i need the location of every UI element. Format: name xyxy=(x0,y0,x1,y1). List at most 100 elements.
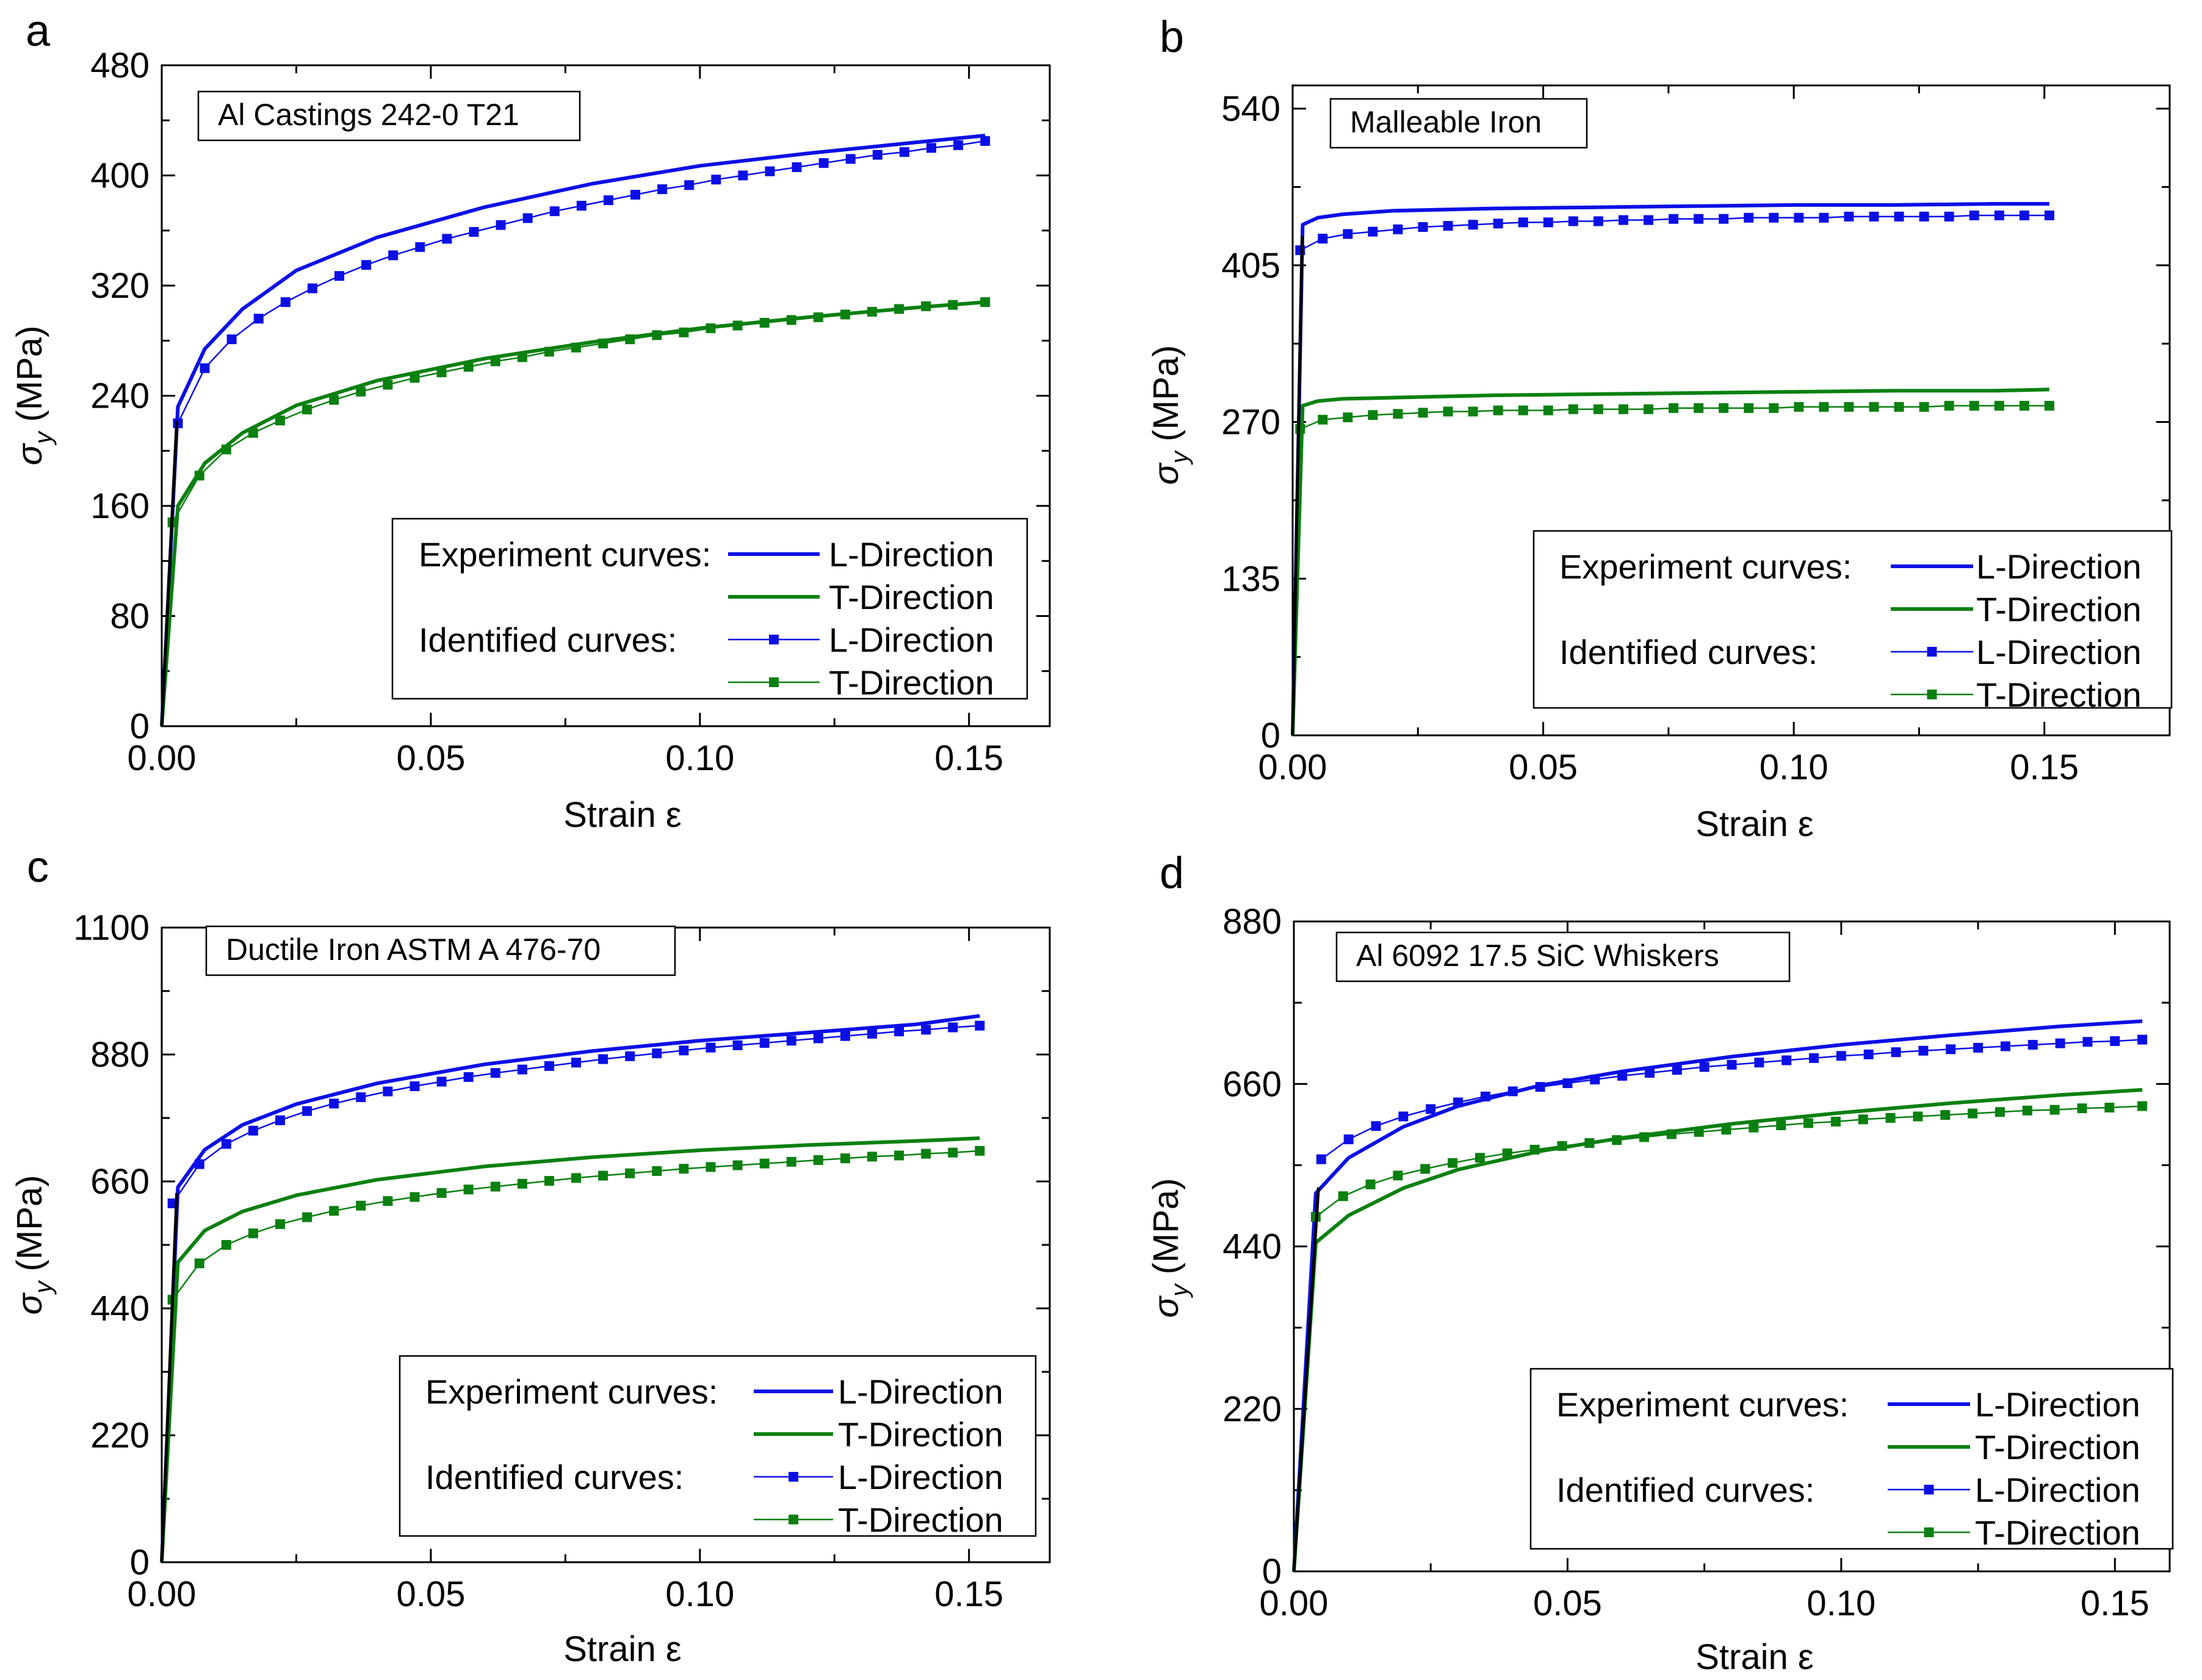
data-marker xyxy=(1644,1068,1655,1078)
data-marker xyxy=(598,1170,608,1181)
data-marker xyxy=(706,323,716,333)
data-marker xyxy=(845,154,856,164)
data-marker xyxy=(1644,404,1654,414)
data-marker xyxy=(652,1166,662,1176)
data-marker xyxy=(1836,1051,1846,1061)
y-tick-label: 660 xyxy=(90,1162,150,1202)
data-marker xyxy=(1507,1086,1518,1097)
data-marker xyxy=(1418,222,1428,233)
series-experiment-l_direction xyxy=(1292,1019,2143,1572)
data-marker xyxy=(1776,1120,1786,1131)
data-marker xyxy=(899,147,909,157)
data-marker xyxy=(2077,1103,2087,1114)
data-marker xyxy=(1819,402,1829,412)
data-marker xyxy=(517,352,527,362)
data-marker xyxy=(1568,404,1578,414)
data-marker xyxy=(1869,211,1879,222)
y-axis-subscript: y xyxy=(30,1280,57,1296)
data-marker xyxy=(625,334,635,344)
data-marker xyxy=(1968,1108,1978,1119)
data-marker xyxy=(1694,1127,1704,1137)
x-axis-title: Strain ε xyxy=(1695,1637,1813,1677)
data-marker xyxy=(2019,400,2029,411)
data-marker xyxy=(1794,402,1804,412)
x-tick-label: 0.05 xyxy=(1509,748,1578,787)
data-marker xyxy=(571,342,581,353)
y-tick-label: 220 xyxy=(90,1416,150,1455)
data-marker xyxy=(517,1178,527,1189)
data-marker xyxy=(732,1040,743,1050)
series-elastic-elastic xyxy=(1292,1187,1320,1572)
y-axis-symbol: σ xyxy=(1146,1295,1186,1318)
y-axis-unit: (MPa) xyxy=(10,1175,49,1282)
data-marker xyxy=(657,184,668,195)
y-tick-label: 160 xyxy=(90,486,150,526)
data-marker xyxy=(921,1148,931,1159)
data-marker xyxy=(980,136,991,146)
data-marker xyxy=(544,1061,554,1071)
y-tick-label: 135 xyxy=(1221,559,1280,599)
data-marker xyxy=(813,312,823,322)
x-axis-title: Strain ε xyxy=(563,795,681,835)
data-marker xyxy=(194,1159,204,1169)
data-marker xyxy=(1343,1134,1354,1145)
legend-entry-label: T-Direction xyxy=(829,578,994,616)
data-marker xyxy=(248,1125,258,1136)
data-marker xyxy=(975,1145,985,1156)
data-marker xyxy=(1944,400,1954,411)
data-marker xyxy=(1543,405,1553,416)
data-marker xyxy=(1918,1045,1929,1056)
data-marker xyxy=(684,180,695,190)
data-marker xyxy=(1343,229,1353,239)
data-marker xyxy=(1869,402,1879,412)
data-marker xyxy=(410,1081,420,1091)
data-marker xyxy=(1769,403,1779,413)
series-experiment-t_direction xyxy=(160,300,986,727)
data-marker xyxy=(706,1162,716,1172)
data-marker xyxy=(1830,1116,1841,1127)
data-marker xyxy=(1744,212,1754,223)
data-marker xyxy=(1666,1129,1677,1139)
data-marker xyxy=(253,314,264,324)
x-tick-label: 0.15 xyxy=(2081,1584,2150,1623)
y-axis-symbol: σ xyxy=(10,1292,49,1314)
data-marker xyxy=(469,227,479,237)
data-marker xyxy=(2055,1038,2065,1048)
data-marker xyxy=(329,1098,339,1109)
y-tick-label: 540 xyxy=(1221,89,1280,129)
legend-marker xyxy=(769,677,779,687)
data-marker xyxy=(894,1026,904,1037)
data-marker xyxy=(1318,234,1328,244)
legend-experiment-heading: Experiment curves: xyxy=(419,535,711,574)
y-tick-label: 440 xyxy=(90,1289,150,1328)
data-marker xyxy=(625,1168,635,1178)
data-marker xyxy=(490,1181,500,1192)
legend-entry-label: L-Direction xyxy=(1975,1385,2140,1424)
data-marker xyxy=(194,1258,204,1269)
data-marker xyxy=(221,1139,231,1149)
data-marker xyxy=(1618,215,1628,225)
y-tick-label: 0 xyxy=(1262,1552,1282,1592)
data-marker xyxy=(1694,403,1704,413)
data-marker xyxy=(1443,406,1453,417)
data-marker xyxy=(1617,1070,1628,1081)
data-marker xyxy=(436,367,447,378)
data-marker xyxy=(630,190,640,200)
legend-box xyxy=(1529,1368,2174,1550)
data-marker xyxy=(1543,217,1553,228)
data-marker xyxy=(759,317,770,328)
data-marker xyxy=(1669,403,1679,413)
data-marker xyxy=(280,297,291,308)
data-marker xyxy=(463,362,474,372)
data-marker xyxy=(576,201,587,211)
data-marker xyxy=(221,444,231,455)
data-marker xyxy=(786,1036,796,1046)
y-axis-title: σy (MPa) xyxy=(1146,345,1193,485)
legend-marker xyxy=(1924,1485,1934,1494)
data-marker xyxy=(1295,424,1305,434)
data-marker xyxy=(1295,245,1305,256)
panel-a: a 0.00 0.05 0.10 0.15 0 80 160 240 320 400 480 Strai… xyxy=(10,7,1051,835)
data-marker xyxy=(2137,1034,2148,1045)
legend-box xyxy=(399,1355,1037,1537)
data-marker xyxy=(1891,1047,1901,1058)
